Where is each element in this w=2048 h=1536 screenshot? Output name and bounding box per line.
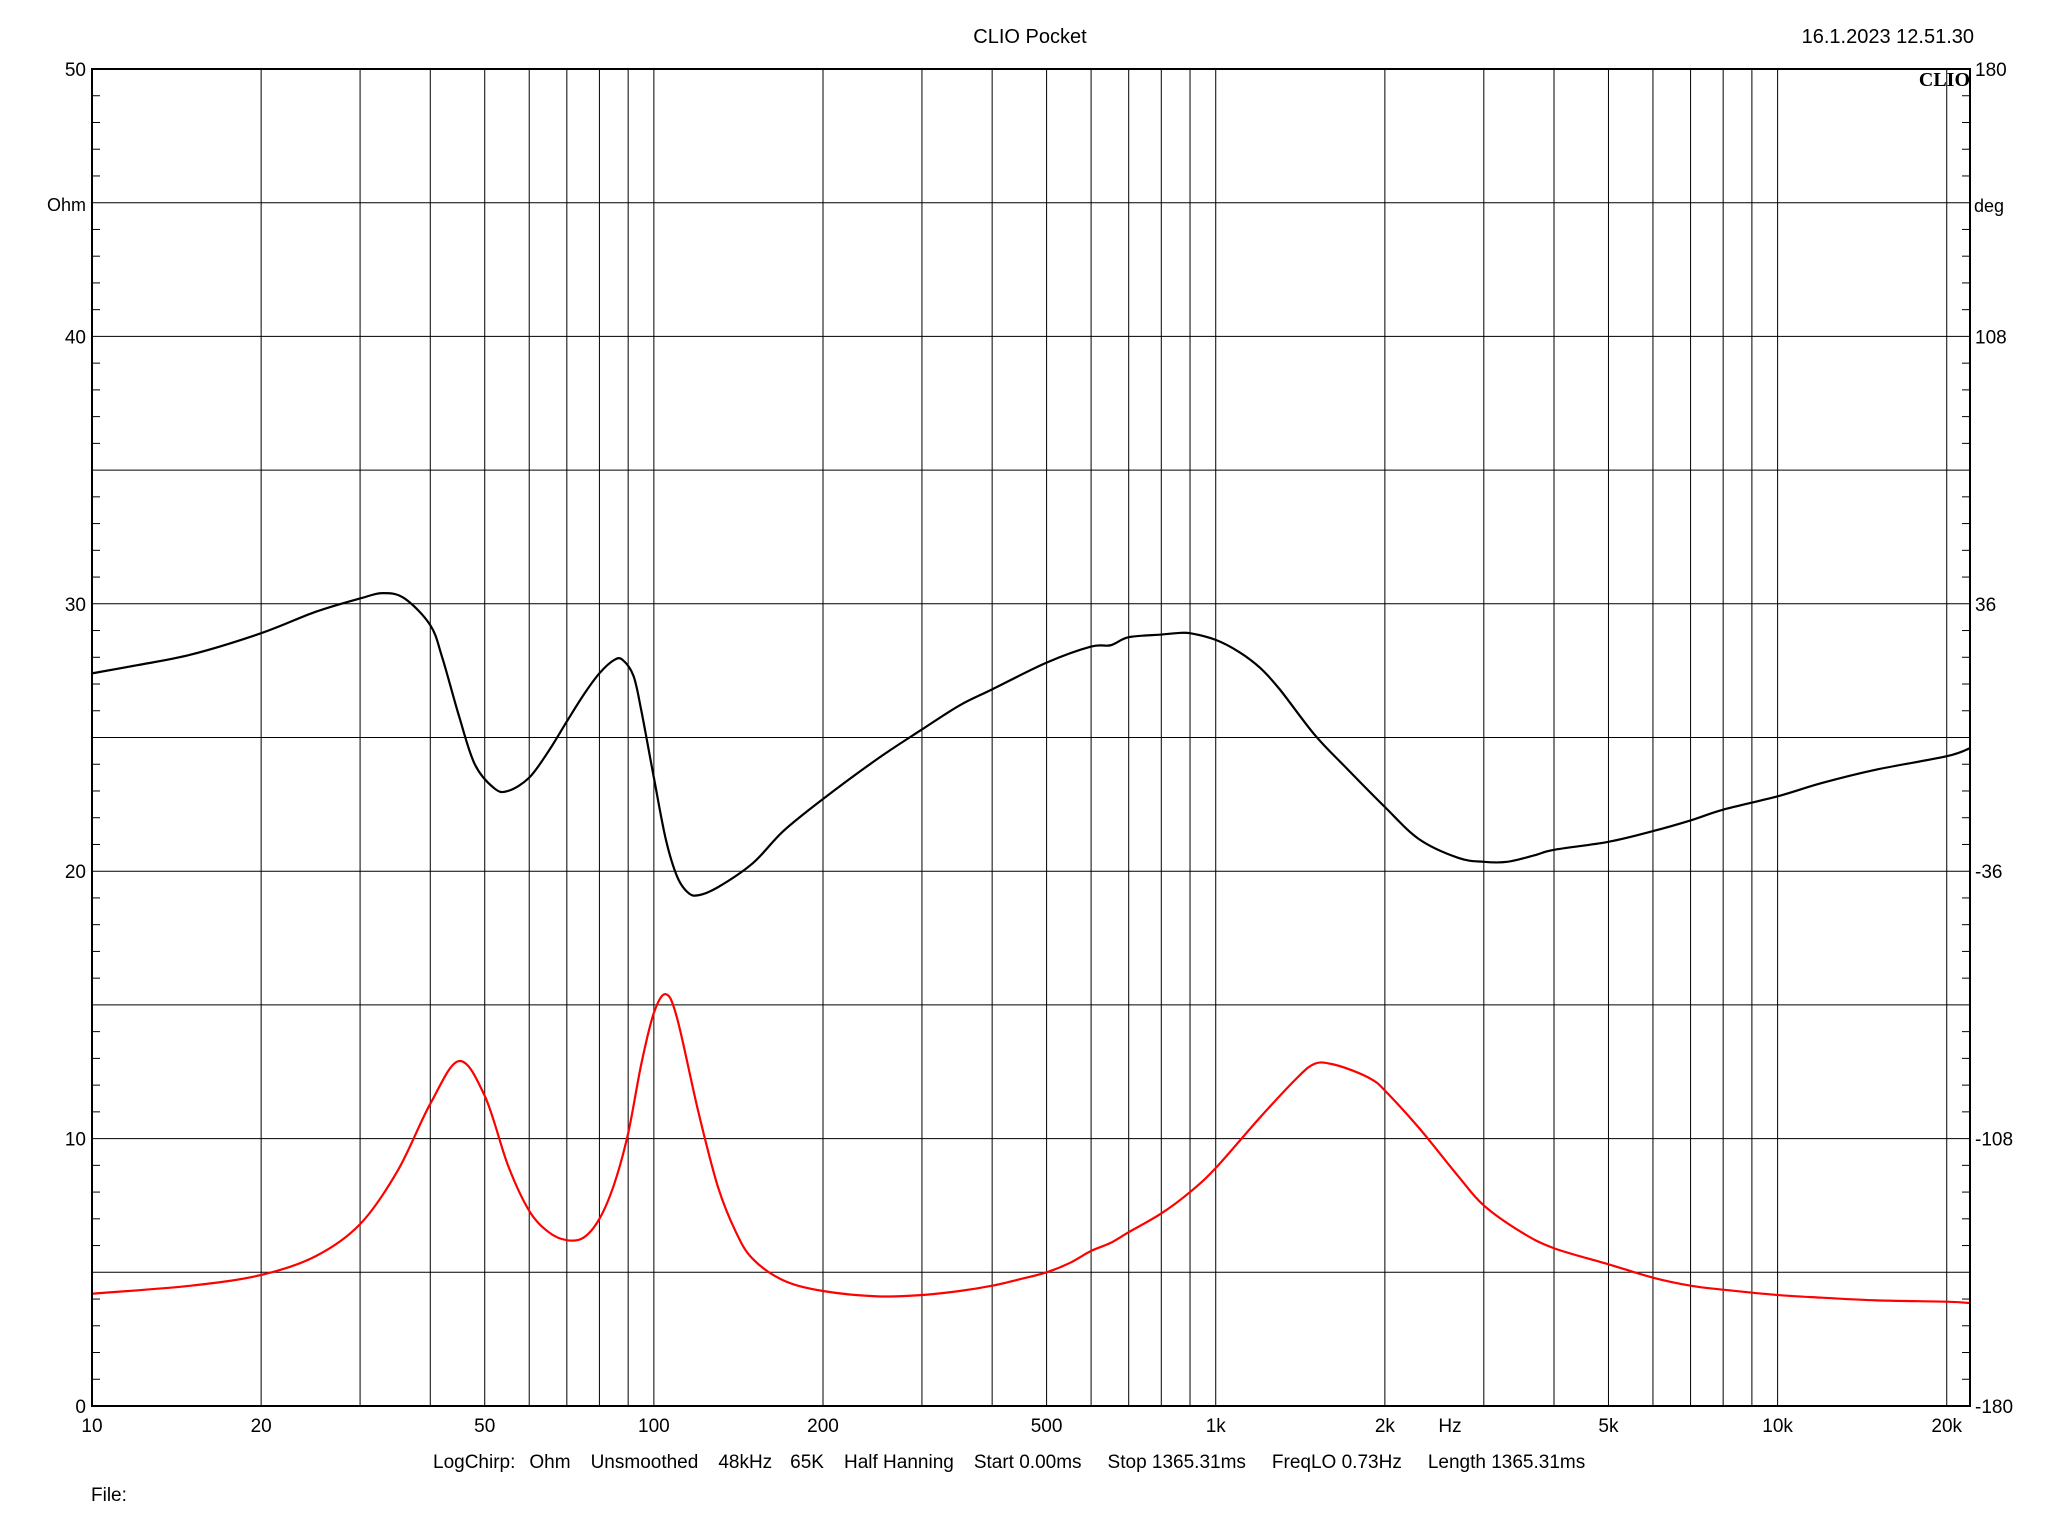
y-right-tick-label: -180 [1975,1397,2013,1418]
status-stop: Stop 1365.31ms [1108,1452,1246,1473]
x-tick-label: 5k [1598,1416,1619,1437]
clio-logo: CLIO [1919,69,1970,91]
y-left-tick-label: 40 [65,327,86,348]
status-smoothing: Unsmoothed [591,1452,699,1473]
plot-frame [91,68,1971,1407]
x-tick-label: 2k [1375,1416,1396,1437]
status-unit: Ohm [529,1452,570,1473]
status-size: 65K [790,1452,824,1473]
y-right-tick-label: -36 [1975,862,2002,883]
x-unit: Hz [1438,1416,1461,1437]
y-left-tick-label: 30 [65,595,86,616]
status-start: Start 0.00ms [974,1452,1082,1473]
y-left-tick-label: 50 [65,60,86,81]
status-method: LogChirp: [433,1452,515,1473]
series-layer [90,592,1972,1305]
axis-labels: 10 20 50 100 200 500 1k 2k 5k 10k 20k01020304050-1… [65,60,2013,1437]
y-right-tick-label: 108 [1975,327,2007,348]
x-tick-label: 20k [1931,1416,1962,1437]
y-left-tick-label: 20 [65,862,86,883]
y-right-tick-label: 180 [1975,60,2007,81]
y-right-unit: deg [1974,196,2004,216]
x-tick-label: 20 [251,1416,272,1437]
grid [92,69,1970,1406]
x-tick-label: 200 [807,1416,839,1437]
x-tick-label: 50 [474,1416,495,1437]
x-tick-label: 100 [638,1416,670,1437]
y-left-tick-label: 10 [65,1130,86,1151]
x-tick-label: 500 [1031,1416,1063,1437]
axis-ticks [92,95,1970,1380]
x-tick-label: 1k [1206,1416,1227,1437]
y-left-unit: Ohm [47,195,86,215]
series-line-red [90,993,1972,1305]
status-length: Length 1365.31ms [1428,1452,1585,1473]
timestamp: 16.1.2023 12.51.30 [1802,26,1974,48]
y-right-tick-label: -108 [1975,1130,2013,1151]
status-freqlo: FreqLO 0.73Hz [1272,1452,1402,1473]
status-window: Half Hanning [844,1452,954,1473]
y-right-tick-label: 36 [1975,595,1996,616]
y-left-tick-label: 0 [75,1397,86,1418]
file-label: File: [91,1485,127,1506]
status-samplerate: 48kHz [718,1452,772,1473]
chart-title: CLIO Pocket [973,26,1087,48]
x-tick-label: 10k [1762,1416,1793,1437]
x-tick-label: 10 [81,1416,102,1437]
series-line-black [90,592,1972,897]
status-line: LogChirp: Ohm Unsmoothed 48kHz 65K Half Hanni… [433,1452,1585,1473]
